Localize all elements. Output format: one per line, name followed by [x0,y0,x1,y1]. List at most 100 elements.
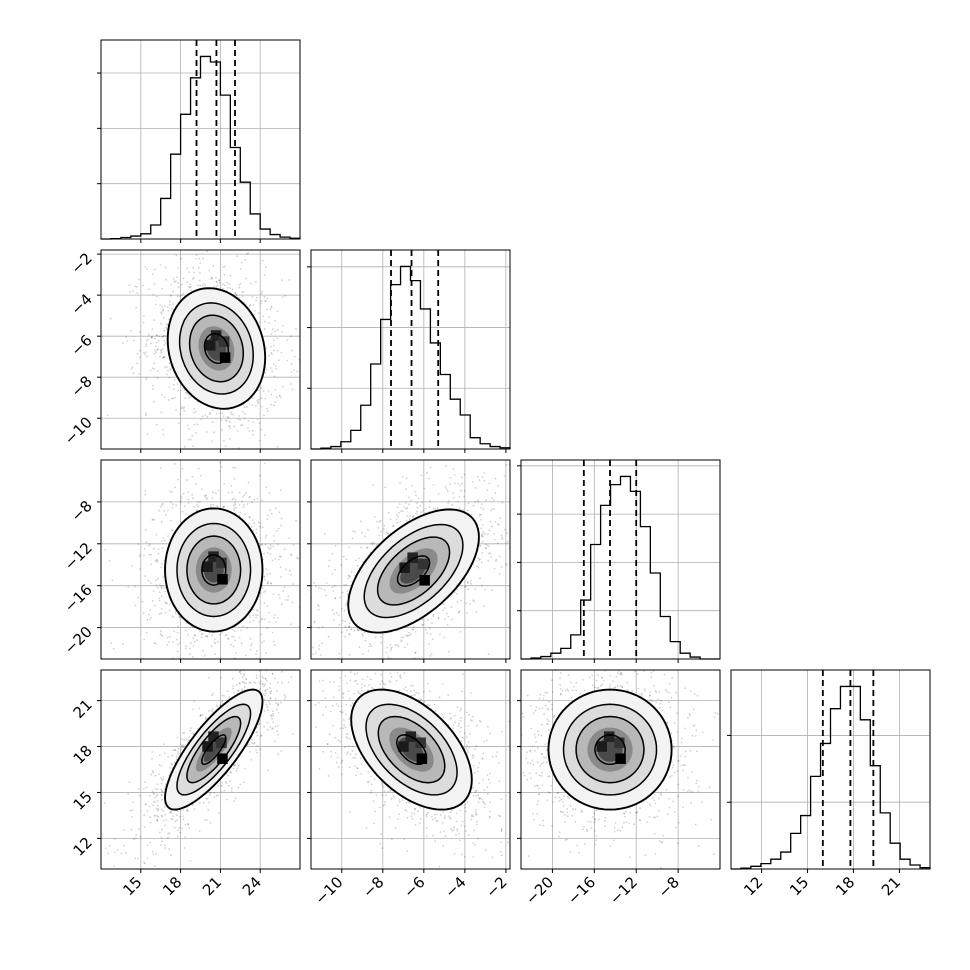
density-pixel-3 [218,336,230,347]
panel-frame [100,669,301,870]
density-pixel-1 [219,352,231,363]
panel-frame [520,669,721,870]
grid [311,266,510,389]
y-tick-label: 21 [70,696,96,722]
density-3-2 [521,670,719,869]
contour-2 [186,715,242,784]
density-pixel-3 [415,737,426,749]
contour-3 [396,555,431,587]
y-tick-label: −8 [67,372,95,400]
density-pixel-3 [418,558,429,570]
scatter-points [106,250,300,449]
density-pixel-2 [208,551,219,562]
histogram-1 [311,265,511,450]
panel-frame [310,249,511,450]
contour-3 [594,734,626,766]
y-tick-label: −2 [67,249,95,277]
contour-2 [377,715,446,784]
panel-frame [310,669,511,870]
contour-3 [201,554,227,586]
grid [731,735,930,803]
contour-0 [347,508,480,634]
density-pixel-3 [614,737,625,749]
histogram-3 [731,685,931,870]
x-tick-label: 24 [239,873,265,899]
density-pixel-1 [416,753,428,764]
contour-1 [365,703,458,796]
histogram-2 [521,475,720,660]
x-tick-label: 18 [832,873,858,899]
contour-2 [575,715,645,784]
density-pixel-2 [604,731,615,742]
x-tick-label: −16 [564,873,599,908]
x-tick-label: −8 [359,873,387,901]
density-pixel-0 [399,562,410,573]
contour-1 [562,703,658,796]
density-pixel-1 [615,753,626,764]
contour-2 [376,536,451,606]
panel-frame [730,669,931,870]
contour-0 [164,688,264,811]
contour-1 [176,703,252,796]
density-1-0 [106,250,300,449]
x-tick-label: 15 [786,873,812,899]
x-tick-label: −10 [311,873,346,908]
y-tick-label: −10 [61,413,96,448]
x-tick-label: 21 [199,873,225,899]
grid [521,465,720,612]
density-pixel-2 [407,552,418,563]
panel-frame [310,459,511,660]
x-tick-label: 21 [878,873,904,899]
panel-frame [100,39,301,240]
density-pixel-0 [398,741,409,752]
density-pixel-3 [216,737,227,749]
x-tick-label: −6 [400,873,428,901]
density-3-0 [103,670,300,867]
panel-frame [100,459,301,660]
x-tick-label: −2 [482,873,510,901]
contour-0 [166,287,267,410]
grid [101,72,300,185]
y-tick-label: 12 [70,833,96,859]
x-tick-label: 18 [159,873,185,899]
grid [552,460,679,659]
contour-2 [186,535,242,605]
density-pixel-0 [596,741,607,752]
grid [761,670,900,869]
histogram-0 [101,55,301,240]
y-tick-label: −6 [67,331,95,359]
density-pixel-3 [216,557,227,569]
contour-1 [363,523,464,619]
x-tick-label: 15 [119,873,145,899]
contour-1 [176,522,252,618]
x-tick-label: −4 [441,873,469,901]
y-tick-label: −20 [61,623,96,658]
x-tick-label: −8 [655,873,683,901]
y-tick-label: −16 [61,581,96,616]
y-tick-label: −8 [67,497,95,525]
y-tick-label: −4 [67,290,95,318]
density-2-1 [311,460,510,659]
contour-2 [188,314,245,383]
panel-frame [100,249,301,450]
density-pixel-2 [208,731,219,742]
x-tick-label: −20 [522,873,557,908]
contour-0 [547,688,673,811]
density-pixel-0 [202,561,213,572]
y-tick-label: 18 [70,742,96,768]
y-tick-label: −12 [61,539,96,574]
density-2-0 [104,461,300,659]
contour-3 [203,332,230,364]
y-tick-label: 15 [70,788,96,814]
panel-frame [520,459,721,660]
density-pixel-0 [202,741,213,752]
density-pixel-1 [419,575,430,586]
density-pixel-2 [210,330,222,341]
grid [341,250,507,449]
x-tick-label: −12 [606,873,641,908]
contour-0 [164,507,264,633]
contour-0 [350,688,473,811]
contour-3 [396,734,428,766]
density-3-1 [311,670,510,868]
